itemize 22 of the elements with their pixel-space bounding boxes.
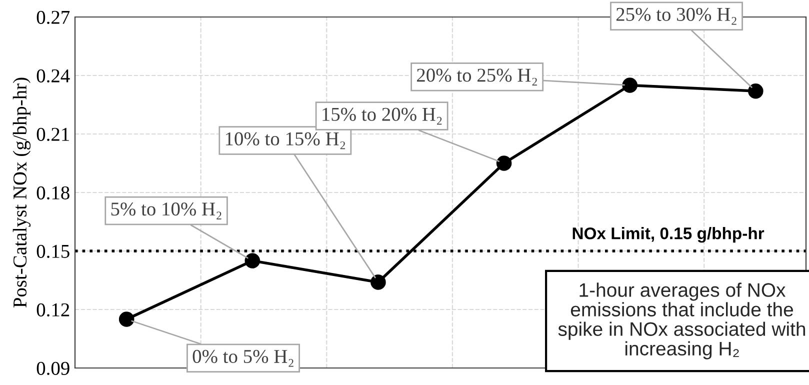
y-tick-label: 0.12 [36,303,70,317]
annotation: 0% to 5% H₂ [192,350,294,367]
y-axis-title: Post-Catalyst NOx (g/bhp-hr) [12,78,31,308]
point [370,274,386,290]
point [118,312,134,327]
y-tick-label: 0.09 [36,362,70,376]
y-tick-label: 0.21 [36,128,69,142]
y-tick-label: 0.27 [36,10,70,24]
annotation: 1-hour averages of NOx emissions that include the spike in NOx associated with increasing H₂ [558,282,806,360]
annotation: 15% to 20% H₂ [322,108,442,125]
annotation: 25% to 30% H₂ [616,8,736,25]
annotation: 10% to 15% H₂ [226,132,346,150]
y-tick-label: 0.24 [36,69,70,83]
y-tick-label: 0.18 [36,186,70,200]
ref-line-label: NOx Limit, 0.15 g/bhp-hr [572,227,764,243]
point [496,156,512,171]
annotation: 20% to 25% H₂ [417,68,537,86]
y-tick-label: 0.15 [36,244,70,258]
point [244,253,260,268]
point [622,78,638,93]
point [748,83,764,99]
annotation: 5% to 10% H₂ [111,202,222,220]
